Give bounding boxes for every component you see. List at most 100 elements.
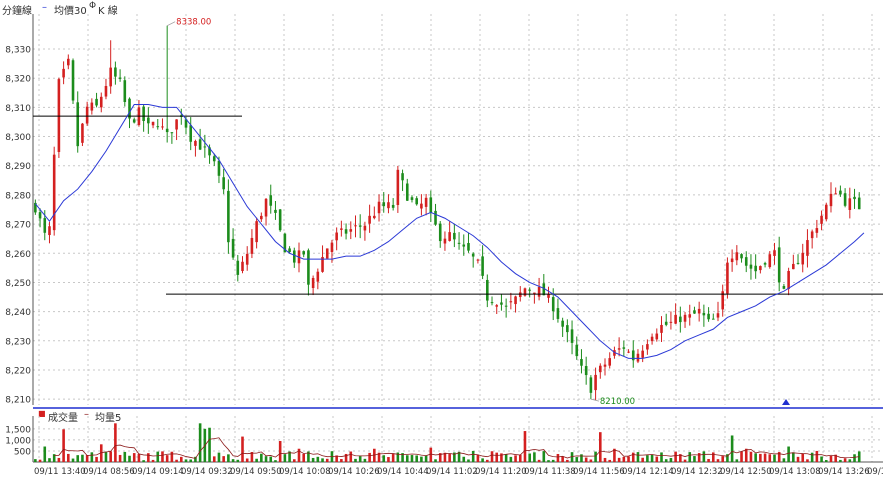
candle-body xyxy=(128,98,131,119)
candle-body xyxy=(669,321,673,323)
volume-bar xyxy=(340,459,343,462)
x-tick-label: 09/14 09:32 xyxy=(181,467,233,477)
volume-bar xyxy=(594,451,597,462)
volume-bar xyxy=(481,458,484,462)
candle-body xyxy=(114,67,117,77)
volume-bar xyxy=(674,451,677,462)
candle-body xyxy=(575,344,579,357)
candle-body xyxy=(81,123,84,143)
candle-body xyxy=(462,244,466,247)
volume-bar xyxy=(636,452,640,462)
volume-legend-square-icon: ■ xyxy=(38,409,46,418)
volume-bar xyxy=(222,456,225,462)
x-tick-label: 09/14 09:50 xyxy=(230,467,282,477)
candle-body xyxy=(768,254,772,268)
volume-bar xyxy=(810,452,814,462)
candle-body xyxy=(594,374,597,391)
candle-body xyxy=(518,292,522,298)
y-tick-label: 8,220 xyxy=(5,366,31,376)
candle-body xyxy=(170,132,174,134)
volume-bar xyxy=(321,458,324,462)
volume-bar xyxy=(730,435,734,462)
volume-bar xyxy=(255,458,258,462)
candle-body xyxy=(759,266,762,271)
volume-bar xyxy=(683,459,687,462)
volume-bar xyxy=(721,456,724,462)
low-annotation-label: 8210.00 xyxy=(600,397,635,407)
volume-bar xyxy=(740,451,743,462)
x-tick-label: 09/14 12:14 xyxy=(622,467,674,477)
volume-bar xyxy=(782,458,786,462)
volume-bar xyxy=(509,456,513,462)
candle-body xyxy=(43,218,47,233)
volume-bar xyxy=(189,459,193,462)
candle-body xyxy=(227,190,230,243)
candle-body xyxy=(457,242,461,244)
volume-bar xyxy=(81,454,84,462)
candle-body xyxy=(806,240,809,256)
candle-body xyxy=(156,126,160,128)
volume-bar xyxy=(443,452,447,462)
volume-bar xyxy=(622,456,626,462)
candle-body xyxy=(792,263,795,270)
candle-body xyxy=(283,233,287,253)
volume-bar xyxy=(580,454,583,462)
volume-bar xyxy=(702,451,706,462)
candle-body xyxy=(76,102,80,147)
volume-bar xyxy=(316,456,320,462)
volume-y-tick-label: 1,500 xyxy=(5,425,31,435)
y-tick-label: 8,290 xyxy=(5,162,31,172)
volume-bar xyxy=(354,458,357,462)
candle-body xyxy=(584,366,588,376)
candle-body xyxy=(730,258,734,263)
candle-body xyxy=(599,365,602,373)
candle-body xyxy=(255,221,258,243)
volume-bar xyxy=(575,457,579,462)
candle-body xyxy=(292,250,296,263)
volume-bar xyxy=(735,459,739,462)
volume-bar xyxy=(514,455,517,462)
candle-body xyxy=(603,364,607,367)
volume-bar xyxy=(448,454,451,462)
candle-body xyxy=(302,251,305,255)
candle-body xyxy=(410,197,414,200)
candle-body xyxy=(547,294,550,298)
candle-body xyxy=(810,231,814,239)
y-tick-label: 8,330 xyxy=(5,46,31,56)
candle-body xyxy=(175,119,178,130)
candle-body xyxy=(495,305,499,307)
candle-body xyxy=(834,193,837,195)
volume-bar xyxy=(608,459,612,462)
candle-body xyxy=(679,316,682,323)
volume-bar xyxy=(212,456,216,462)
candle-body xyxy=(132,119,136,123)
candle-body xyxy=(824,204,828,220)
candle-body xyxy=(363,225,367,231)
volume-bar xyxy=(109,451,112,462)
y-tick-label: 8,280 xyxy=(5,191,31,201)
volume-bar xyxy=(631,452,635,462)
volume-bar xyxy=(274,460,277,462)
legend-avg-price: 均價30 xyxy=(54,6,87,17)
volume-bar xyxy=(52,454,56,462)
candle-body xyxy=(109,67,112,87)
volume-bar xyxy=(231,459,235,462)
candle-body xyxy=(787,270,790,290)
candle-body xyxy=(194,140,197,146)
volume-bar xyxy=(349,451,353,462)
candle-body xyxy=(481,256,484,276)
volume-bar xyxy=(542,451,546,462)
candle-body xyxy=(744,257,748,266)
candle-body xyxy=(683,314,687,322)
volume-bar xyxy=(57,457,61,462)
volume-bar xyxy=(170,451,174,462)
volume-bar xyxy=(749,451,753,462)
volume-bar xyxy=(848,459,852,462)
candle-body xyxy=(104,85,108,97)
candle-body xyxy=(424,197,428,207)
volume-bar xyxy=(471,450,475,462)
candle-body xyxy=(99,96,103,108)
volume-bar xyxy=(194,456,197,462)
candle-body xyxy=(504,305,508,307)
